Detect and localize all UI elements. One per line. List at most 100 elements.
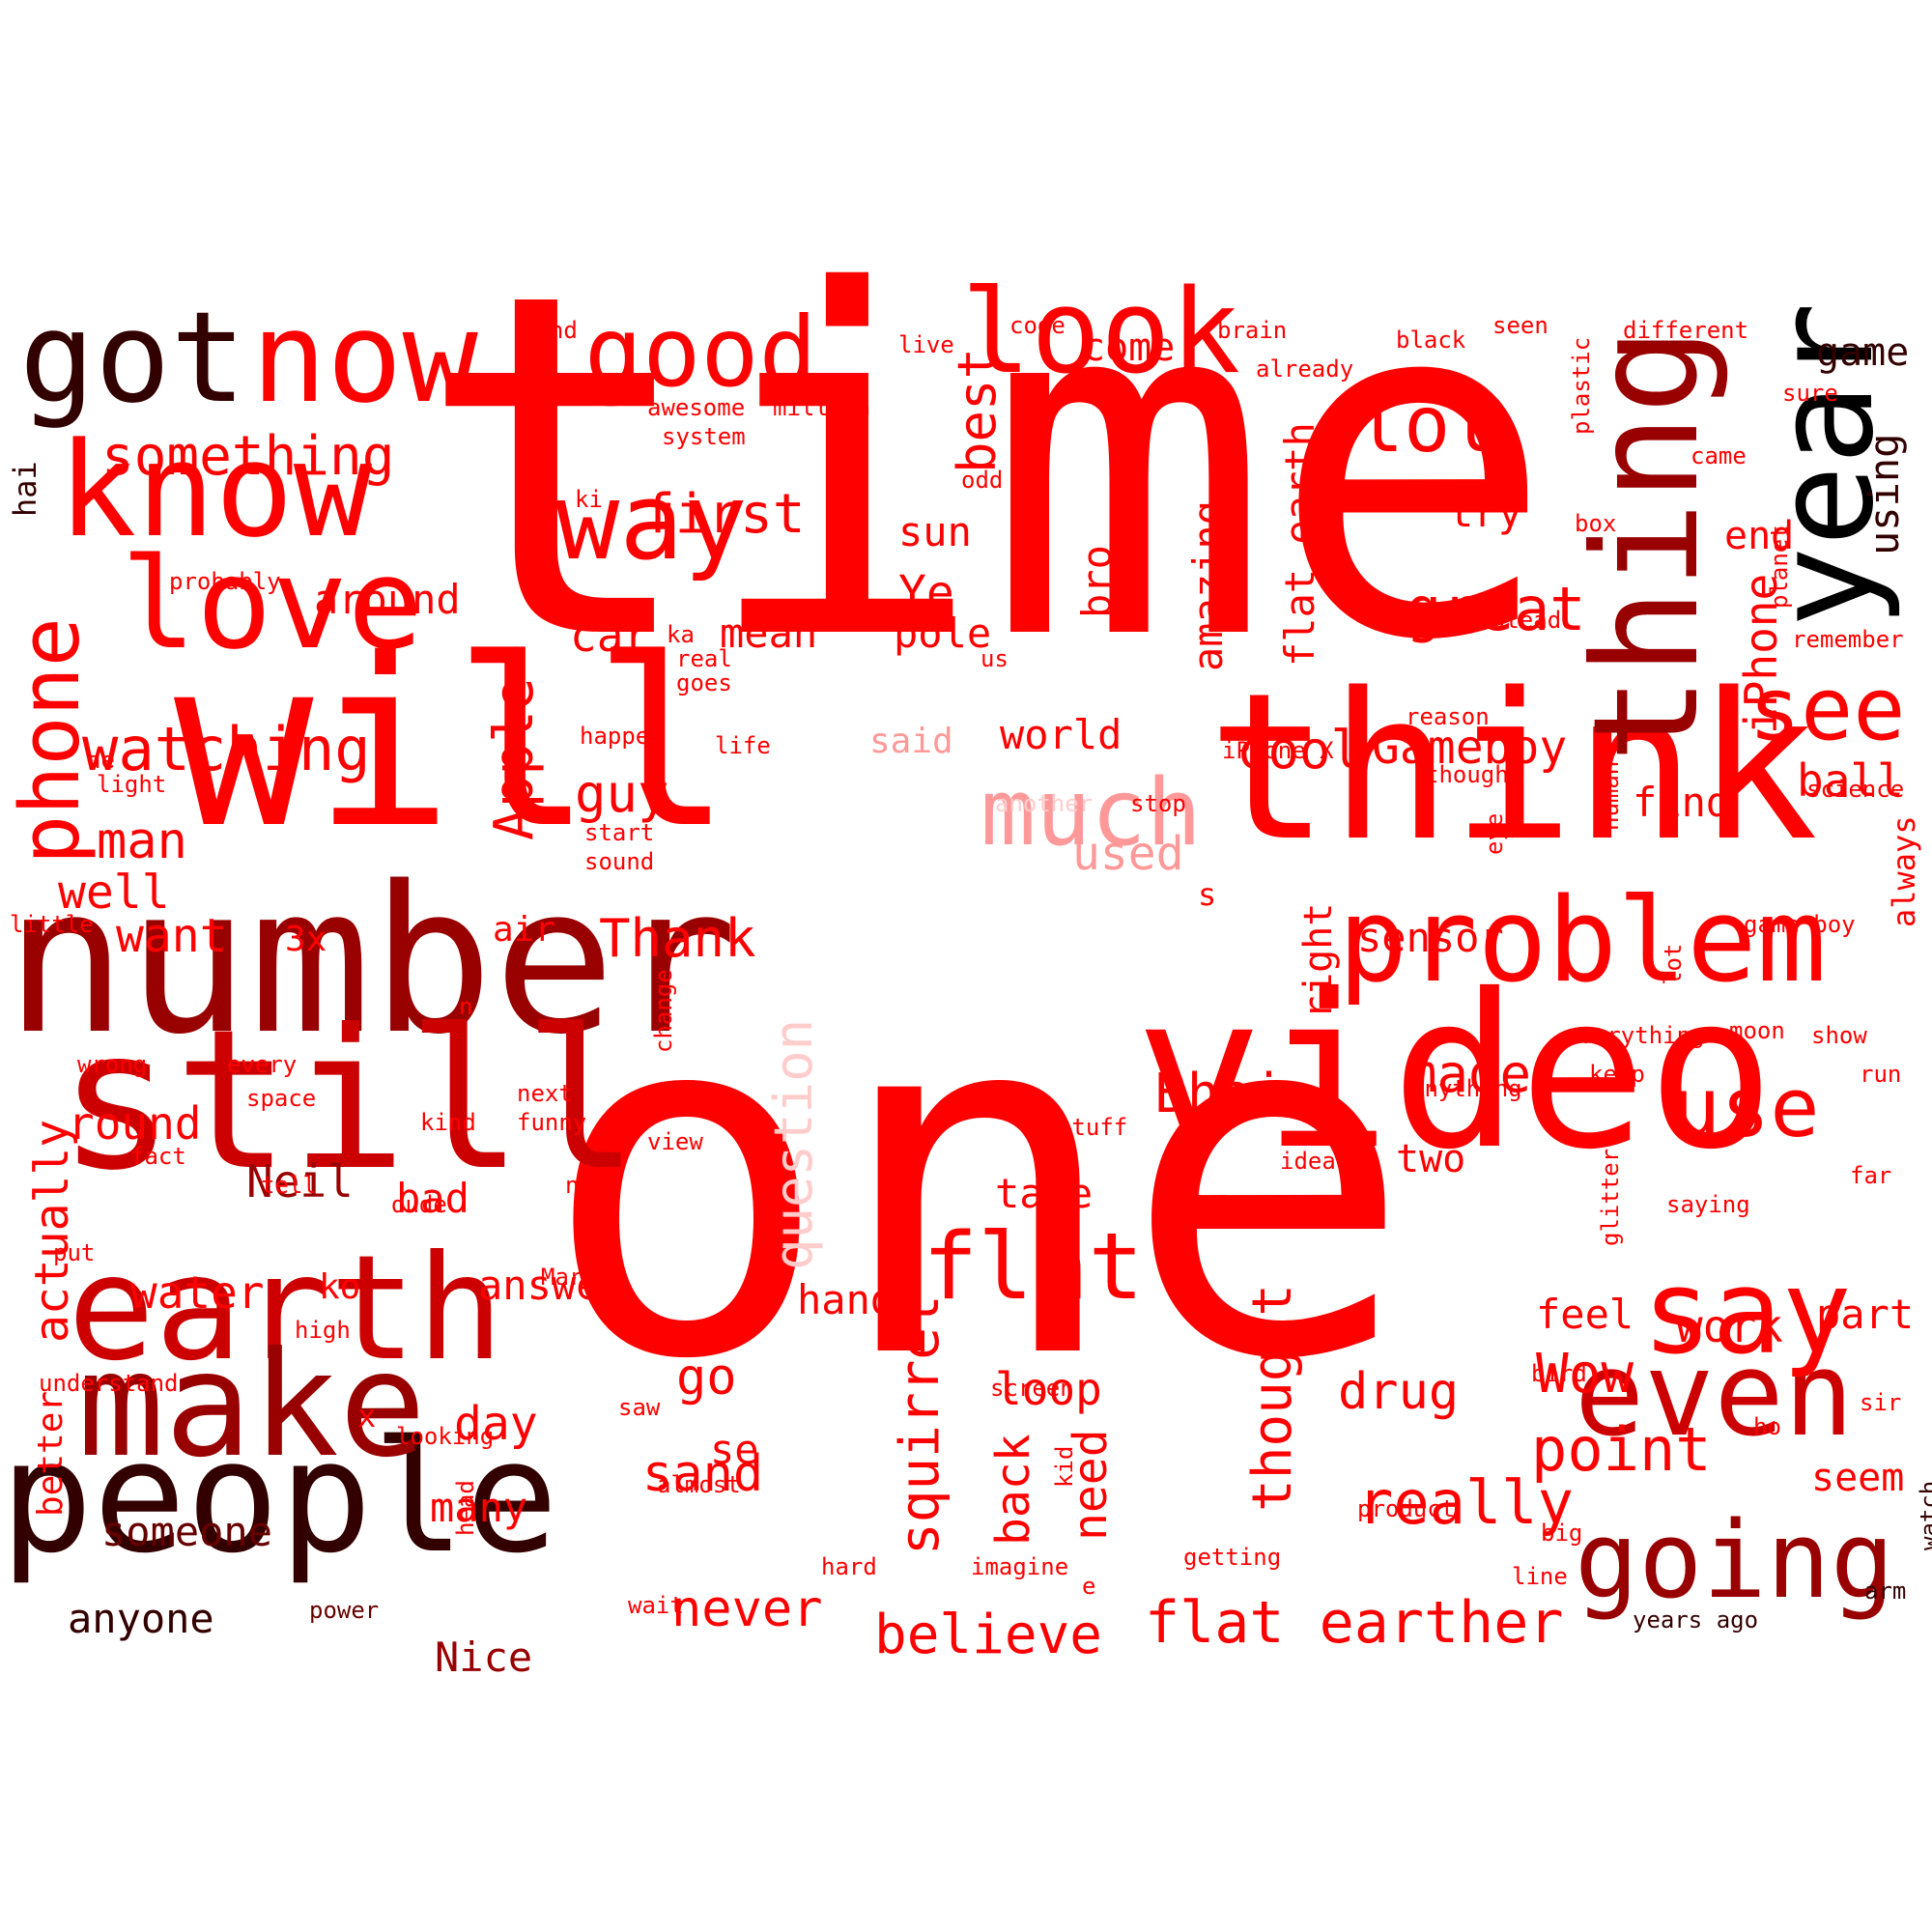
word-better: better xyxy=(31,1390,71,1517)
word-reason: reason xyxy=(1406,703,1490,730)
word-bad: bad xyxy=(396,1175,469,1222)
word-plastic: plastic xyxy=(1568,336,1595,435)
word-million: million xyxy=(773,394,871,421)
word-hand: hand xyxy=(797,1276,895,1323)
word-will: will xyxy=(174,609,732,879)
word-watch: watch xyxy=(1916,1480,1932,1550)
word-car: car xyxy=(570,610,651,662)
word-know: know xyxy=(58,414,373,566)
word-bird: bird xyxy=(1531,1360,1587,1387)
word-wrong: wrong xyxy=(77,1051,148,1078)
word-number: number xyxy=(5,842,738,1079)
word-thing: thing xyxy=(1563,327,1731,763)
word-sir: sir xyxy=(1860,1389,1902,1416)
word-something: something xyxy=(101,425,395,488)
word-people: people xyxy=(0,1406,558,1587)
word-air: air xyxy=(493,910,556,950)
word-ye: Ye xyxy=(898,566,954,620)
word-start: start xyxy=(584,819,655,846)
word-well: well xyxy=(58,866,170,920)
word-game: game xyxy=(1816,330,1910,375)
word-se: se xyxy=(710,1426,759,1473)
word-great: great xyxy=(1406,574,1586,644)
word-idea: idea xyxy=(1280,1148,1336,1175)
word-answer: answer xyxy=(478,1262,625,1309)
word-kind: kind xyxy=(420,1109,476,1136)
word-love: love xyxy=(121,530,424,677)
word-arm: arm xyxy=(1864,1577,1907,1605)
word-around: around xyxy=(314,576,461,623)
word-part: part xyxy=(1816,1291,1915,1338)
word-problem: problem xyxy=(1338,874,1827,1009)
word-prove: prove xyxy=(1256,1196,1326,1223)
word-next: next xyxy=(517,1080,573,1107)
word-wait: wait xyxy=(628,1592,684,1619)
word-flat-earther: flat earther xyxy=(1145,1589,1564,1657)
word-head: head xyxy=(452,1480,479,1536)
word-phone: phone xyxy=(3,617,99,865)
word-instead: instead xyxy=(1463,607,1562,634)
word-flat: flat xyxy=(923,1214,1144,1321)
word-sound: sound xyxy=(584,848,655,875)
word-neil: Neil xyxy=(246,1155,354,1208)
word-now: now xyxy=(251,284,478,431)
word-go: go xyxy=(676,1349,737,1406)
word-mind: mind xyxy=(522,317,578,344)
word-say: say xyxy=(1642,1246,1852,1380)
word-squirrel: squirrel xyxy=(889,1294,952,1555)
word-back: back xyxy=(986,1434,1040,1546)
word-nice: Nice xyxy=(435,1634,533,1681)
word-mark: Mark xyxy=(541,1264,597,1291)
word-think: think xyxy=(1208,649,1819,886)
word-anyone: anyone xyxy=(68,1595,214,1642)
word-guy: guy xyxy=(575,763,669,824)
word-dude: dude xyxy=(391,1191,447,1218)
word-find: find xyxy=(1633,779,1731,826)
word-watching: watching xyxy=(82,714,371,784)
word-little: little xyxy=(10,911,94,938)
word-hard: hard xyxy=(821,1553,877,1580)
word-everything: everything xyxy=(1565,1022,1705,1049)
word-got: got xyxy=(19,284,246,431)
word-feel: feel xyxy=(1536,1291,1634,1338)
word-day: day xyxy=(454,1397,538,1451)
word-x: x xyxy=(357,1398,377,1435)
word-understand: understand xyxy=(39,1370,179,1397)
word-came: came xyxy=(1690,442,1747,469)
word-cool: cool xyxy=(1236,720,1363,781)
word-hai: hai xyxy=(7,461,43,517)
word-already: already xyxy=(1256,355,1354,383)
word-happen: happen xyxy=(580,723,664,750)
word-earth: earth xyxy=(68,1225,504,1393)
word-light: light xyxy=(97,771,167,798)
word-getting: getting xyxy=(1183,1544,1282,1571)
word-take: take xyxy=(995,1170,1094,1217)
word-iphone-x: iPhone X xyxy=(1222,737,1334,764)
word-time: time xyxy=(415,192,1556,744)
word-probably: probably xyxy=(169,568,281,595)
word-screen: screen xyxy=(990,1375,1074,1402)
word-sensor: sensor xyxy=(1357,914,1504,961)
word-ki: ki xyxy=(575,486,603,513)
word-said: said xyxy=(869,722,953,761)
word-game-boy: game boy xyxy=(1744,911,1856,938)
word-thought: thought xyxy=(1241,1283,1304,1512)
word-still: still xyxy=(58,988,640,1213)
word-ball: ball xyxy=(1797,754,1904,807)
word-every: every xyxy=(227,1051,298,1078)
word-remember: remember xyxy=(1792,626,1904,653)
word-n: n xyxy=(459,993,473,1020)
word-mean: mean xyxy=(720,610,818,657)
word-funny: funny xyxy=(517,1109,587,1136)
word-s: s xyxy=(1198,876,1217,913)
word-drug: drug xyxy=(1338,1363,1460,1421)
word-de: de xyxy=(87,747,115,774)
word-many: many xyxy=(430,1484,528,1531)
word-video: video xyxy=(1135,949,1776,1196)
word-right: right xyxy=(1296,902,1341,1019)
word-much: much xyxy=(980,760,1202,867)
word-goes: goes xyxy=(676,669,732,696)
word-made: made xyxy=(1406,1043,1532,1104)
word-question: question xyxy=(763,1018,824,1270)
